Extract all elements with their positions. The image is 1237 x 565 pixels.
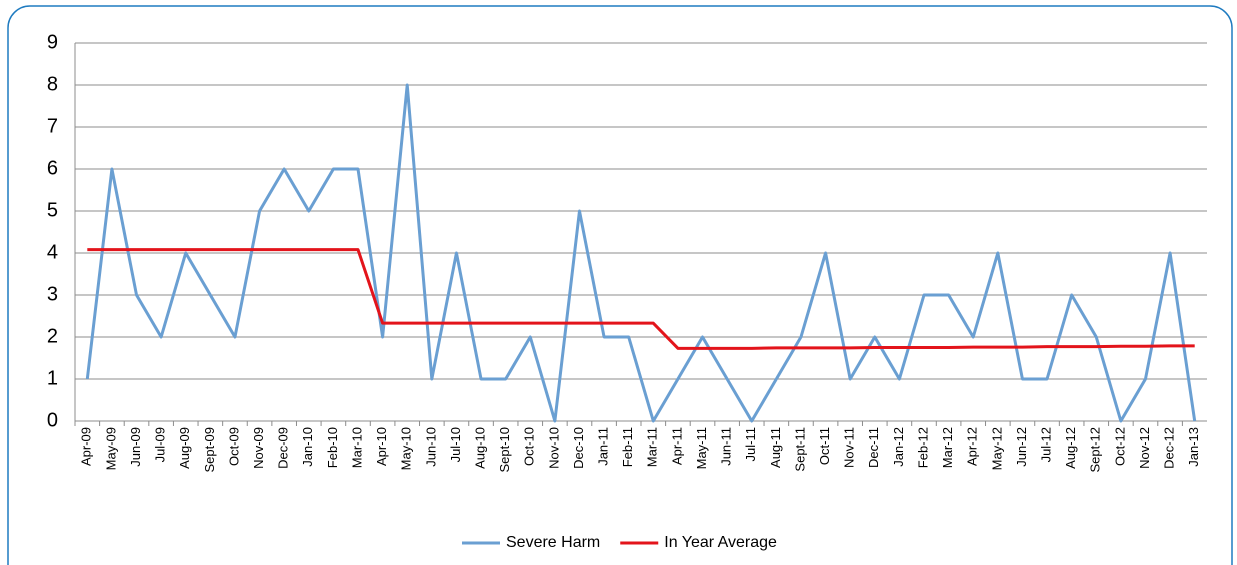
y-tick-label: 6 [47,157,58,179]
x-tick-label: May-12 [989,427,1004,470]
x-tick-label: Jun-11 [719,427,734,466]
legend-label: In Year Average [664,534,777,551]
x-tick-label: Dec-11 [866,427,881,468]
x-tick-label: Jun-09 [128,427,143,467]
x-tick-label: Nov-12 [1137,427,1152,469]
series-line [85,83,1197,423]
x-tick-label: Mar-11 [645,427,660,467]
x-tick-label: Oct-12 [1112,427,1127,466]
x-tick-label: Oct-10 [522,427,537,466]
x-tick-label: Oct-11 [817,427,832,465]
y-tick-label: 3 [47,283,58,305]
x-tick-label: Sept-09 [202,427,217,473]
x-tick-label: Dec-09 [276,427,291,469]
x-tick-label: Dec-12 [1162,427,1177,469]
x-tick-label: Feb-10 [325,427,340,468]
x-tick-label: Nov-09 [251,427,266,469]
x-tick-label: May-10 [399,427,414,470]
x-tick-label: Nov-10 [546,427,561,469]
x-tick-label: Apr-09 [79,427,94,466]
x-tick-label: Sept-12 [1088,427,1103,473]
x-tick-label: Jul-11 [743,427,758,461]
x-tick-label: Feb-11 [620,427,635,467]
x-tick-label: Mar-12 [940,427,955,468]
x-tick-label: Oct-09 [226,427,241,466]
y-tick-label: 0 [47,409,58,431]
x-tick-label: Aug-12 [1063,427,1078,469]
y-tick-label: 7 [47,115,58,137]
x-tick-label: May-11 [694,427,709,469]
y-tick-label: 1 [47,367,58,389]
x-tick-label: Sept-10 [497,427,512,473]
x-tick-label: Nov-11 [842,427,857,468]
x-tick-label: Jan-11 [596,427,611,466]
x-tick-label: Jan-13 [1186,427,1201,467]
x-tick-label: Dec-10 [571,427,586,469]
x-tick-label: Aug-10 [472,427,487,469]
y-tick-label: 5 [47,199,58,221]
x-tick-label: Apr-12 [965,427,980,466]
x-tick-label: Jun-10 [423,427,438,467]
x-tick-label: Aug-11 [768,427,783,468]
x-tick-label: Jul-10 [448,427,463,462]
series-line [87,248,1195,350]
legend-label: Severe Harm [506,534,600,551]
y-tick-label: 2 [47,325,58,347]
y-tick-label: 8 [47,73,58,95]
x-tick-label: Mar-10 [349,427,364,468]
x-tick-label: Jan-10 [300,427,315,467]
x-tick-label: Jul-12 [1038,427,1053,462]
chart-border [7,5,1233,565]
x-tick-label: Jul-09 [153,427,168,462]
y-tick-label: 9 [47,31,58,53]
x-tick-label: Aug-09 [177,427,192,469]
x-tick-label: Sept-11 [792,427,807,472]
y-tick-label: 4 [47,241,58,263]
x-tick-label: Jun-12 [1014,427,1029,467]
x-tick-label: Apr-10 [374,427,389,466]
x-tick-label: May-09 [103,427,118,470]
x-tick-label: Feb-12 [915,427,930,468]
x-tick-label: Jan-12 [891,427,906,467]
x-tick-label: Apr-11 [669,427,684,465]
